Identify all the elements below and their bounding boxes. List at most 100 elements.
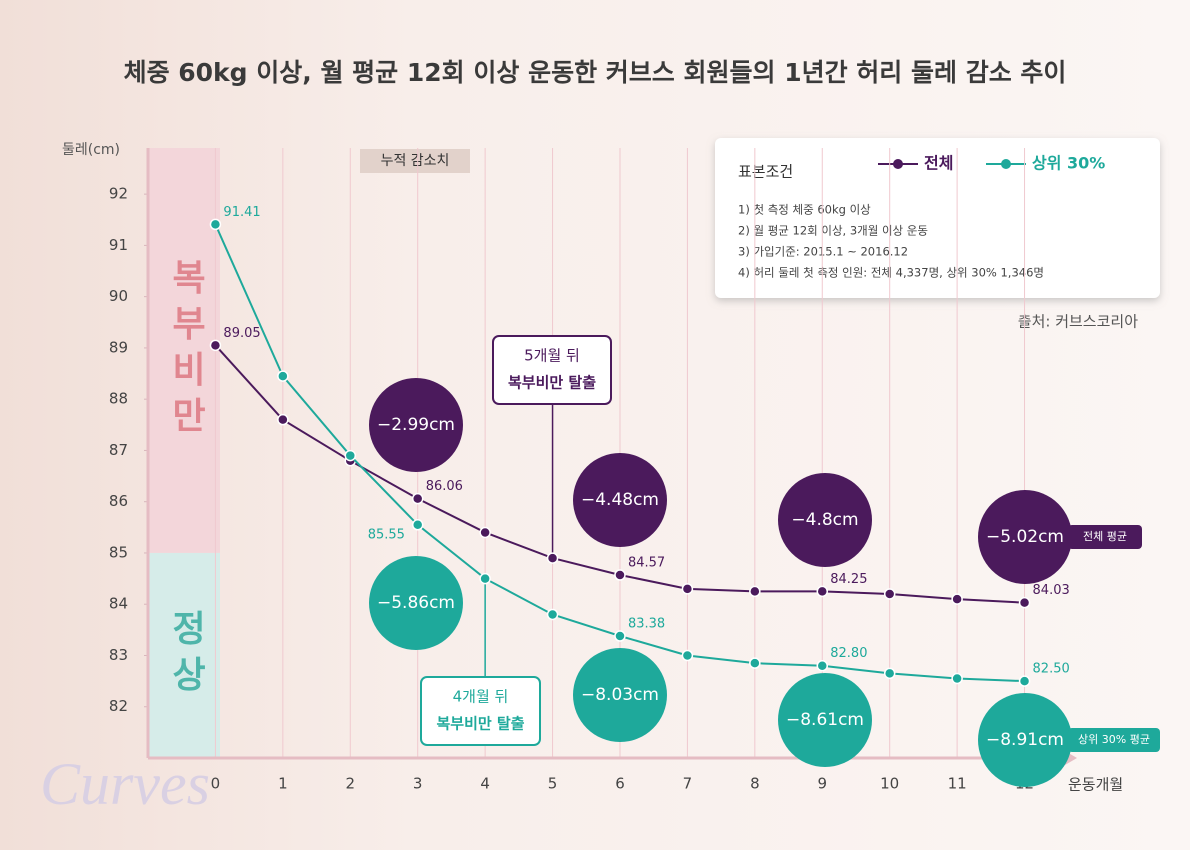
legend-label: 전체 xyxy=(924,154,953,173)
average-tag xyxy=(1068,525,1142,549)
reduction-badge xyxy=(978,693,1072,787)
reduction-badge xyxy=(778,473,872,567)
y-axis-label: 둘레(cm) xyxy=(62,142,120,158)
value-label: 85.55 xyxy=(368,527,405,542)
sample-panel xyxy=(715,138,1160,298)
data-point xyxy=(816,659,829,672)
value-label: 82.50 xyxy=(1033,662,1070,677)
sample-title: 표본조건 xyxy=(738,163,793,181)
x-tick-label: 11 xyxy=(948,775,967,793)
data-point xyxy=(411,519,424,531)
reduction-badge xyxy=(573,648,667,742)
y-tick-label: 83 xyxy=(109,646,128,664)
data-point xyxy=(749,657,761,669)
chart-title: 체중 60kg 이상, 월 평균 12회 이상 운동한 커브스 회원들의 1년간… xyxy=(124,58,1067,87)
y-tick-label: 86 xyxy=(109,492,128,510)
reduction-label: −4.48cm xyxy=(581,490,659,510)
reduction-label: −8.03cm xyxy=(581,685,659,705)
value-label: 84.03 xyxy=(1033,583,1070,598)
y-tick-label: 90 xyxy=(109,287,128,305)
y-tick-label: 82 xyxy=(109,697,128,715)
cumulative-label: 누적 감소치 xyxy=(381,153,450,169)
y-tick-label: 87 xyxy=(109,441,128,459)
data-point xyxy=(951,672,963,685)
data-point xyxy=(951,593,963,605)
data-point xyxy=(681,583,694,595)
data-point xyxy=(277,370,289,382)
data-point xyxy=(749,585,761,598)
reduction-label: −5.86cm xyxy=(377,593,455,613)
note-text: 5개월 뒤 xyxy=(524,347,580,365)
y-tick-label: 88 xyxy=(109,390,128,408)
reduction-badge xyxy=(369,378,463,472)
data-point xyxy=(411,492,424,505)
data-point xyxy=(344,449,357,462)
x-tick-label: 4 xyxy=(480,775,490,793)
y-tick-label: 89 xyxy=(109,338,128,356)
value-label: 83.38 xyxy=(628,617,665,632)
data-point xyxy=(1018,596,1031,609)
data-point xyxy=(546,552,559,564)
reduction-label: −5.02cm xyxy=(986,527,1064,547)
sample-line: 2) 월 평균 12회 이상, 3개월 이상 운동 xyxy=(738,224,928,238)
note-box xyxy=(420,676,541,746)
data-point xyxy=(209,218,222,231)
average-tag-label: 상위 30% 평균 xyxy=(1078,733,1150,746)
y-tick-label: 92 xyxy=(109,185,128,203)
data-point xyxy=(816,585,829,598)
cumulative-tag xyxy=(360,149,470,173)
reduction-label: −8.91cm xyxy=(986,730,1064,750)
note-box xyxy=(492,335,612,405)
x-tick-label: 9 xyxy=(817,775,827,793)
reduction-badge xyxy=(978,490,1072,584)
source: 출처: 커브스코리아 xyxy=(1018,313,1138,331)
average-tag xyxy=(1068,728,1160,752)
legend-label: 상위 30% xyxy=(1032,154,1105,173)
zone-label: 정상 xyxy=(165,609,206,701)
sample-line: 3) 가입기준: 2015.1 ~ 2016.12 xyxy=(738,245,908,259)
data-point xyxy=(681,649,694,662)
x-tick-label: 3 xyxy=(413,775,423,793)
sample-line: 1) 첫 측정 체중 60kg 이상 xyxy=(738,203,871,217)
y-tick-label: 85 xyxy=(109,543,128,561)
legend-marker xyxy=(1001,159,1011,169)
x-tick-label: 1 xyxy=(278,775,288,793)
logo: Curves xyxy=(40,751,210,817)
value-label: 89.05 xyxy=(223,326,260,341)
note-text: 4개월 뒤 xyxy=(453,688,509,706)
data-point xyxy=(614,630,626,642)
reduction-badge xyxy=(573,453,667,547)
x-tick-label: 2 xyxy=(346,775,356,793)
data-point xyxy=(277,413,289,426)
data-point xyxy=(1018,675,1031,687)
reduction-badge xyxy=(369,556,463,650)
note-text: 복부비만 탈출 xyxy=(508,374,596,392)
note-text: 복부비만 탈출 xyxy=(436,715,524,733)
zone-obese xyxy=(148,148,220,553)
x-tick-label: 6 xyxy=(615,775,625,793)
value-label: 86.06 xyxy=(426,479,463,494)
sample-line: 4) 허리 둘레 첫 측정 인원: 전체 4,337명, 상위 30% 1,34… xyxy=(738,266,1044,280)
legend-marker xyxy=(893,159,903,169)
x-tick-label: 8 xyxy=(750,775,760,793)
x-tick-label: 7 xyxy=(683,775,693,793)
x-tick-label: 5 xyxy=(548,775,558,793)
zone-label: 복부비만 xyxy=(165,258,206,442)
data-point xyxy=(479,572,491,585)
x-axis-label: 운동개월 xyxy=(1068,776,1123,794)
data-point xyxy=(883,667,896,680)
average-tag-label: 전체 평균 xyxy=(1083,530,1127,543)
reduction-badge xyxy=(778,673,872,767)
reduction-label: −4.8cm xyxy=(791,510,858,530)
data-point xyxy=(546,608,559,621)
data-point xyxy=(883,588,896,600)
data-point xyxy=(614,569,626,581)
x-tick-label: 0 xyxy=(211,775,221,793)
value-label: 82.80 xyxy=(830,646,867,661)
y-tick-label: 84 xyxy=(109,595,128,613)
y-tick-label: 91 xyxy=(109,236,128,254)
value-label: 84.57 xyxy=(628,556,665,571)
zone-normal xyxy=(148,552,220,758)
